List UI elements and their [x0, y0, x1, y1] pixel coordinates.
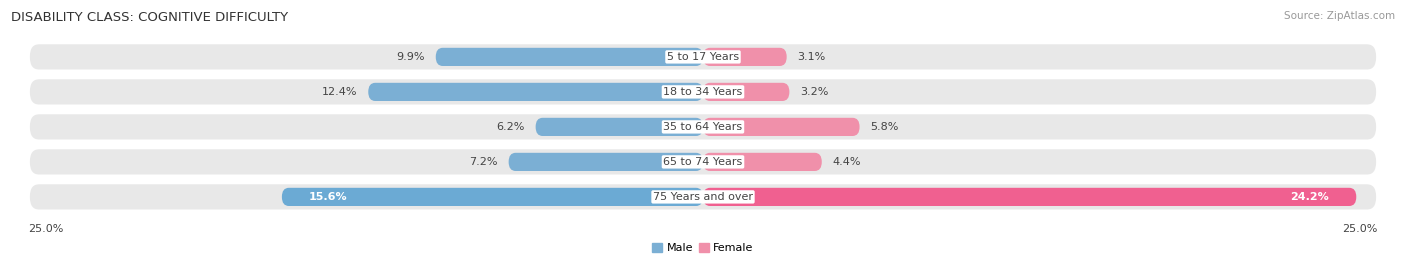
- FancyBboxPatch shape: [703, 118, 859, 136]
- Text: 15.6%: 15.6%: [309, 192, 347, 202]
- Text: 25.0%: 25.0%: [1343, 224, 1378, 234]
- Text: 12.4%: 12.4%: [322, 87, 357, 97]
- Text: 18 to 34 Years: 18 to 34 Years: [664, 87, 742, 97]
- FancyBboxPatch shape: [703, 153, 821, 171]
- Text: 4.4%: 4.4%: [832, 157, 860, 167]
- FancyBboxPatch shape: [703, 83, 789, 101]
- Text: 75 Years and over: 75 Years and over: [652, 192, 754, 202]
- FancyBboxPatch shape: [509, 153, 703, 171]
- FancyBboxPatch shape: [28, 43, 1378, 71]
- Text: 24.2%: 24.2%: [1291, 192, 1329, 202]
- FancyBboxPatch shape: [281, 188, 703, 206]
- FancyBboxPatch shape: [436, 48, 703, 66]
- Text: 25.0%: 25.0%: [28, 224, 63, 234]
- Text: 7.2%: 7.2%: [470, 157, 498, 167]
- FancyBboxPatch shape: [28, 147, 1378, 176]
- Text: 5 to 17 Years: 5 to 17 Years: [666, 52, 740, 62]
- Text: 3.2%: 3.2%: [800, 87, 828, 97]
- Text: 6.2%: 6.2%: [496, 122, 524, 132]
- FancyBboxPatch shape: [703, 48, 787, 66]
- Legend: Male, Female: Male, Female: [648, 238, 758, 257]
- Text: Source: ZipAtlas.com: Source: ZipAtlas.com: [1284, 11, 1395, 21]
- FancyBboxPatch shape: [703, 188, 1357, 206]
- Text: 9.9%: 9.9%: [396, 52, 425, 62]
- Text: 65 to 74 Years: 65 to 74 Years: [664, 157, 742, 167]
- FancyBboxPatch shape: [28, 183, 1378, 211]
- Text: 3.1%: 3.1%: [797, 52, 825, 62]
- Text: DISABILITY CLASS: COGNITIVE DIFFICULTY: DISABILITY CLASS: COGNITIVE DIFFICULTY: [11, 11, 288, 24]
- FancyBboxPatch shape: [368, 83, 703, 101]
- FancyBboxPatch shape: [28, 77, 1378, 106]
- FancyBboxPatch shape: [536, 118, 703, 136]
- Text: 5.8%: 5.8%: [870, 122, 898, 132]
- FancyBboxPatch shape: [28, 113, 1378, 141]
- Text: 35 to 64 Years: 35 to 64 Years: [664, 122, 742, 132]
